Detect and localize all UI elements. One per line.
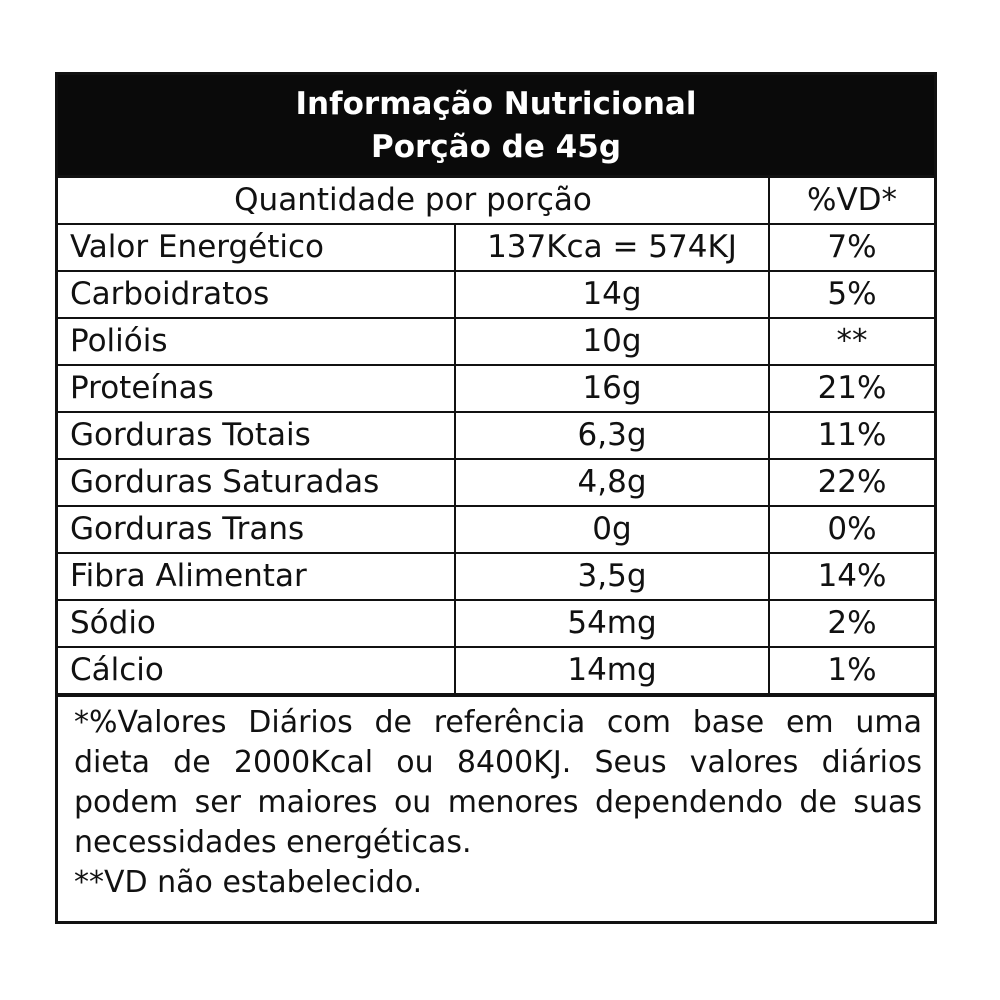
nutrient-vd: ** <box>768 317 935 366</box>
nutrient-amount: 137Kca = 574KJ <box>453 223 771 272</box>
nutrient-amount: 16g <box>453 364 771 413</box>
nutrient-amount: 14mg <box>453 646 771 695</box>
nutrient-name: Proteínas <box>58 364 456 413</box>
table-header-row: Quantidade por porção %VD* <box>58 178 935 225</box>
nutrient-name: Sódio <box>58 599 456 648</box>
nutrient-vd: 5% <box>768 270 935 319</box>
nutrient-vd: 22% <box>768 458 935 507</box>
nutrition-table: Quantidade por porção %VD* Valor Energét… <box>58 178 935 695</box>
label-header: Informação Nutricional Porção de 45g <box>58 75 934 178</box>
nutrient-name: Polióis <box>58 317 456 366</box>
table-row: Gorduras Saturadas 4,8g 22% <box>58 458 935 507</box>
table-row: Gorduras Trans 0g 0% <box>58 505 935 554</box>
nutrient-amount: 10g <box>453 317 771 366</box>
portion-size: Porção de 45g <box>370 129 622 165</box>
nutrition-facts-label: Informação Nutricional Porção de 45g Qua… <box>55 72 937 924</box>
table-row: Gorduras Totais 6,3g 11% <box>58 411 935 460</box>
nutrient-amount: 14g <box>453 270 771 319</box>
nutrient-vd: 11% <box>768 411 935 460</box>
nutrient-vd: 7% <box>768 223 935 272</box>
nutrient-vd: 21% <box>768 364 935 413</box>
nutrient-name: Gorduras Trans <box>58 505 456 554</box>
table-row: Cálcio 14mg 1% <box>58 646 935 695</box>
nutrient-amount: 3,5g <box>453 552 771 601</box>
column-header-vd: %VD* <box>768 178 935 225</box>
label-title: Informação Nutricional <box>295 86 697 122</box>
nutrient-name: Valor Energético <box>58 223 456 272</box>
table-row: Sódio 54mg 2% <box>58 599 935 648</box>
nutrient-amount: 0g <box>453 505 771 554</box>
table-row: Proteínas 16g 21% <box>58 364 935 413</box>
table-row: Polióis 10g ** <box>58 317 935 366</box>
nutrient-vd: 2% <box>768 599 935 648</box>
nutrient-name: Gorduras Totais <box>58 411 456 460</box>
nutrient-amount: 54mg <box>453 599 771 648</box>
column-header-quantity: Quantidade por porção <box>58 178 771 225</box>
nutrient-amount: 4,8g <box>453 458 771 507</box>
nutrient-vd: 0% <box>768 505 935 554</box>
footnote-text: *%Valores Diários de referência com base… <box>74 705 922 860</box>
nutrient-amount: 6,3g <box>453 411 771 460</box>
nutrient-name: Cálcio <box>58 646 456 695</box>
nutrient-name: Gorduras Saturadas <box>58 458 456 507</box>
nutrient-vd: 1% <box>768 646 935 695</box>
nutrient-vd: 14% <box>768 552 935 601</box>
table-row: Carboidratos 14g 5% <box>58 270 935 319</box>
footnote-note: **VD não estabelecido. <box>74 865 423 900</box>
table-row: Fibra Alimentar 3,5g 14% <box>58 552 935 601</box>
footnote: *%Valores Diários de referência com base… <box>58 695 934 903</box>
table-row: Valor Energético 137Kca = 574KJ 7% <box>58 223 935 272</box>
nutrient-name: Fibra Alimentar <box>58 552 456 601</box>
nutrient-name: Carboidratos <box>58 270 456 319</box>
